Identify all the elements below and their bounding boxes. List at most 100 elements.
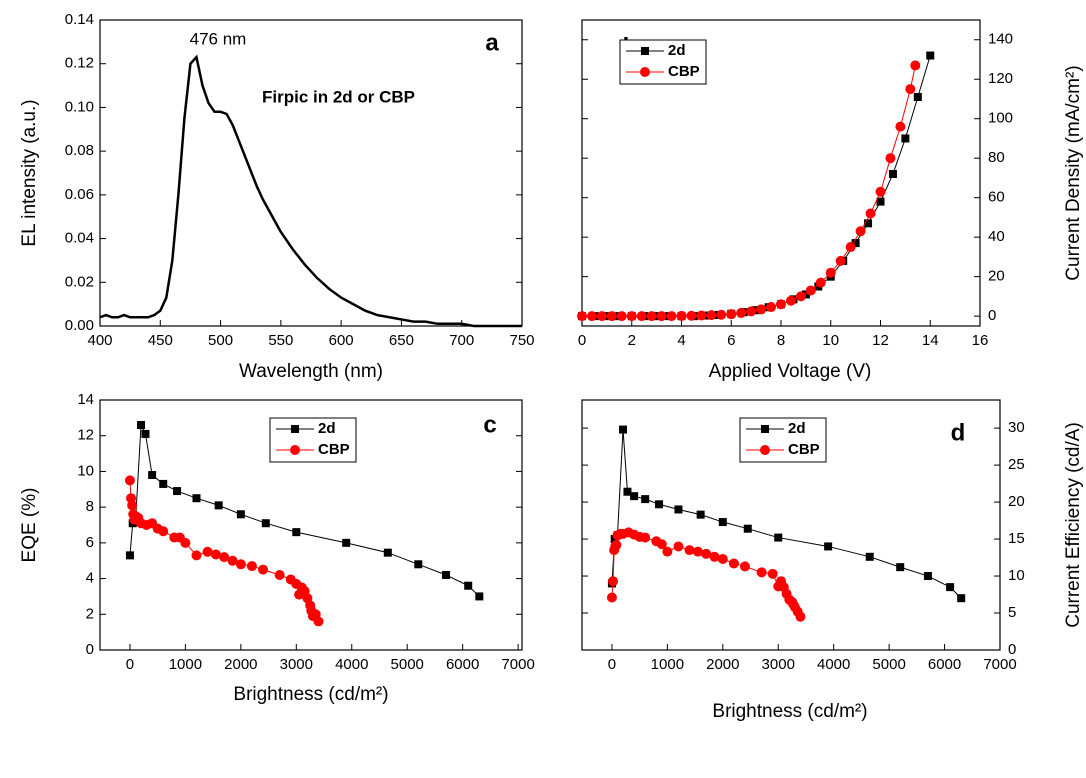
y-tick-label: 14 bbox=[77, 391, 94, 408]
x-axis-label: Brightness (cd/m²) bbox=[712, 701, 867, 722]
marker bbox=[210, 549, 221, 560]
marker bbox=[728, 558, 739, 569]
marker bbox=[696, 510, 705, 519]
y-tick-label: 5 bbox=[1008, 604, 1016, 621]
marker bbox=[926, 51, 935, 60]
data-line bbox=[129, 480, 319, 622]
y-tick-label: 20 bbox=[1008, 493, 1025, 510]
marker bbox=[191, 550, 202, 561]
marker bbox=[626, 311, 637, 322]
x-tick-label: 6000 bbox=[446, 656, 479, 673]
y-tick-label: 12 bbox=[77, 427, 94, 444]
legend-label: 2d bbox=[788, 420, 806, 437]
panel-label: c bbox=[483, 411, 496, 438]
x-axis-label: Applied Voltage (V) bbox=[709, 361, 872, 382]
marker bbox=[274, 570, 285, 580]
marker bbox=[258, 564, 269, 575]
marker bbox=[776, 299, 786, 310]
marker bbox=[290, 445, 300, 455]
x-tick-label: 600 bbox=[329, 332, 354, 349]
y-tick-label: 0.02 bbox=[65, 273, 94, 290]
marker bbox=[577, 311, 587, 322]
x-tick-label: 16 bbox=[972, 332, 989, 349]
marker bbox=[646, 311, 657, 322]
x-tick-label: 2 bbox=[628, 332, 636, 349]
marker bbox=[414, 560, 423, 569]
x-tick-label: 7000 bbox=[983, 656, 1016, 673]
marker bbox=[674, 505, 683, 514]
marker bbox=[235, 559, 246, 570]
marker bbox=[774, 533, 783, 542]
marker bbox=[766, 302, 777, 313]
y-axis-label: EL intensity (a.u.) bbox=[19, 99, 40, 246]
marker bbox=[875, 186, 886, 197]
marker bbox=[801, 290, 810, 299]
y-tick-label: 0 bbox=[988, 307, 996, 324]
data-line bbox=[582, 65, 916, 317]
legend-box bbox=[619, 39, 707, 85]
marker bbox=[641, 47, 649, 55]
marker bbox=[855, 226, 866, 237]
marker bbox=[342, 538, 351, 547]
y-axis-label: Current Density (mA/cm²) bbox=[1063, 65, 1084, 280]
x-tick-label: 7000 bbox=[501, 656, 534, 673]
marker bbox=[716, 309, 727, 320]
marker bbox=[636, 311, 647, 322]
marker bbox=[795, 291, 806, 302]
marker bbox=[596, 311, 607, 322]
x-tick-label: 450 bbox=[148, 332, 173, 349]
marker bbox=[261, 519, 270, 528]
marker bbox=[767, 568, 778, 579]
marker bbox=[864, 219, 873, 228]
x-tick-label: 4000 bbox=[817, 656, 850, 673]
marker bbox=[876, 197, 885, 206]
marker bbox=[464, 581, 473, 590]
annotation: 476 nm bbox=[190, 29, 247, 48]
x-axis-label: Brightness (cd/m²) bbox=[233, 684, 388, 705]
marker bbox=[662, 546, 673, 557]
marker bbox=[756, 304, 767, 315]
x-tick-label: 750 bbox=[509, 332, 534, 349]
marker bbox=[785, 295, 796, 306]
marker bbox=[851, 239, 860, 248]
x-tick-label: 1000 bbox=[169, 656, 202, 673]
marker bbox=[746, 306, 757, 317]
marker bbox=[475, 592, 484, 601]
marker bbox=[885, 153, 896, 164]
marker bbox=[202, 546, 213, 557]
y-tick-label: 25 bbox=[1008, 456, 1025, 473]
y-tick-label: 0.10 bbox=[65, 98, 94, 115]
marker bbox=[761, 425, 769, 433]
marker bbox=[313, 616, 324, 627]
panel-label: a bbox=[485, 29, 499, 56]
marker bbox=[236, 510, 245, 519]
x-tick-label: 700 bbox=[449, 332, 474, 349]
x-tick-label: 5000 bbox=[872, 656, 905, 673]
x-tick-label: 0 bbox=[608, 656, 616, 673]
data-line bbox=[99, 54, 522, 328]
marker bbox=[586, 311, 597, 322]
marker bbox=[726, 309, 737, 320]
marker bbox=[611, 539, 622, 550]
y-tick-label: 80 bbox=[988, 149, 1005, 166]
y-tick-label: 6 bbox=[86, 534, 94, 551]
marker bbox=[709, 551, 720, 562]
panel-label: d bbox=[951, 419, 966, 446]
marker bbox=[606, 311, 617, 322]
y-tick-label: 0 bbox=[1008, 641, 1016, 658]
y-tick-label: 40 bbox=[988, 228, 1005, 245]
marker bbox=[623, 487, 632, 496]
marker bbox=[383, 548, 392, 557]
marker bbox=[923, 572, 932, 581]
x-tick-label: 550 bbox=[268, 332, 293, 349]
x-tick-label: 2000 bbox=[224, 656, 257, 673]
y-tick-label: 0.00 bbox=[65, 317, 94, 334]
marker bbox=[895, 121, 906, 132]
y-tick-label: 0.06 bbox=[65, 186, 94, 203]
marker bbox=[606, 592, 617, 603]
marker bbox=[701, 548, 712, 559]
y-axis-label: EQE (%) bbox=[19, 488, 40, 563]
marker bbox=[641, 495, 650, 504]
